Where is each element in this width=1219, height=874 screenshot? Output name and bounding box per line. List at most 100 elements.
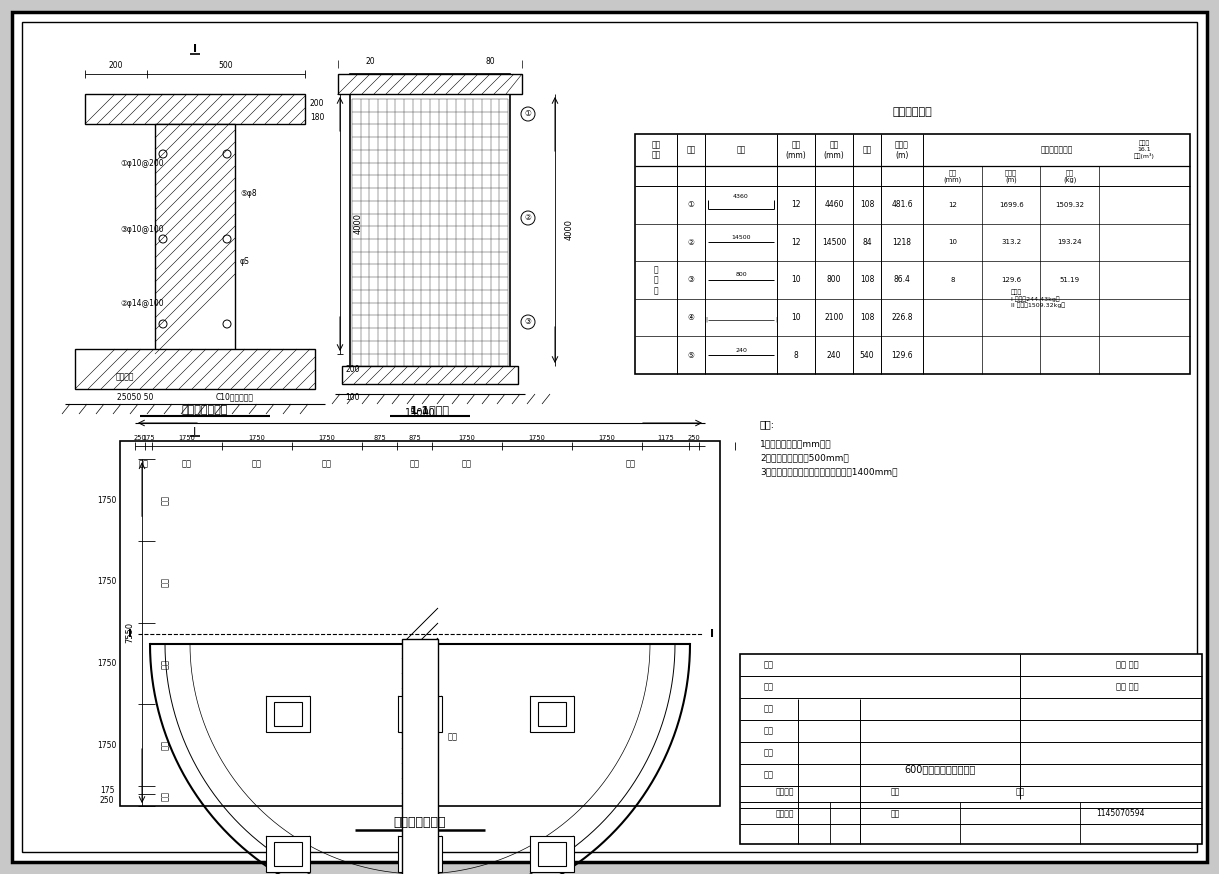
Text: ⑤: ⑤ (688, 350, 695, 360)
Text: φS: φS (240, 258, 250, 267)
Text: 各构件材料用量: 各构件材料用量 (1040, 145, 1073, 155)
Text: I: I (193, 44, 197, 54)
Text: 226.8: 226.8 (891, 313, 913, 323)
Text: 柱帽: 柱帽 (322, 460, 332, 468)
Text: 250: 250 (100, 795, 115, 805)
Text: 比例: 比例 (890, 787, 900, 796)
Text: ①: ① (688, 200, 695, 209)
Text: 12: 12 (791, 238, 801, 246)
Text: I: I (128, 629, 132, 639)
Text: 柱帽: 柱帽 (161, 740, 169, 750)
Text: 193.24: 193.24 (1058, 239, 1082, 246)
Text: 设计证号: 设计证号 (775, 809, 795, 818)
Bar (85, 94, 305, 124)
Bar (406, 842, 434, 866)
Text: 1750: 1750 (178, 435, 195, 441)
Text: 隔墙: 隔墙 (449, 732, 458, 741)
Text: 540: 540 (859, 350, 874, 360)
Text: 7550: 7550 (126, 622, 134, 643)
Text: 间距
(mm): 间距 (mm) (824, 141, 845, 160)
Text: 1750: 1750 (249, 435, 266, 441)
Text: 编号: 编号 (686, 145, 696, 155)
Text: 根数: 根数 (862, 145, 872, 155)
Text: 10: 10 (791, 275, 801, 285)
Text: 20: 20 (366, 58, 374, 66)
Text: 总长度
(m): 总长度 (m) (1006, 169, 1017, 183)
Text: 边缘: 边缘 (161, 495, 169, 505)
Text: 技施 设计: 技施 设计 (1115, 661, 1139, 669)
Text: |: | (775, 317, 777, 323)
Text: ③: ③ (524, 317, 531, 327)
Bar (397, 696, 442, 732)
Text: 审查: 审查 (764, 704, 774, 713)
Text: ③φ10@100: ③φ10@100 (119, 225, 163, 233)
Text: 875: 875 (373, 435, 386, 441)
Bar (274, 842, 302, 866)
Text: 100: 100 (345, 392, 360, 401)
Text: 1699.6: 1699.6 (998, 202, 1024, 208)
Text: 边缘: 边缘 (161, 791, 169, 801)
Text: 10: 10 (948, 239, 957, 246)
Text: 边缘: 边缘 (625, 460, 635, 468)
Text: 15000: 15000 (405, 408, 435, 418)
Text: 175: 175 (143, 435, 155, 441)
Text: 500: 500 (218, 61, 233, 71)
Text: 800: 800 (735, 273, 747, 278)
Text: 250: 250 (688, 435, 701, 441)
Text: 设计: 设计 (764, 748, 774, 758)
Bar (406, 702, 434, 726)
Bar (343, 366, 518, 384)
Text: 4360: 4360 (733, 194, 748, 199)
Text: I: I (194, 427, 196, 437)
Text: 3、允许最高地下水位在水池底板以上1400mm；: 3、允许最高地下水位在水池底板以上1400mm； (759, 468, 897, 476)
Text: 1750: 1750 (529, 435, 545, 441)
Text: 核定: 核定 (764, 661, 774, 669)
Bar (397, 836, 442, 872)
Text: 1509.32: 1509.32 (1056, 202, 1085, 208)
Text: ①φ10@200: ①φ10@200 (119, 159, 163, 169)
Text: 129.6: 129.6 (1001, 277, 1022, 283)
Bar (338, 74, 522, 94)
Text: 日期: 日期 (1015, 787, 1025, 796)
Text: 1750: 1750 (318, 435, 335, 441)
Bar (530, 696, 574, 732)
Text: 1750: 1750 (98, 741, 117, 750)
Text: 1750: 1750 (458, 435, 475, 441)
Text: 制图: 制图 (764, 771, 774, 780)
Text: 水工 部分: 水工 部分 (1115, 683, 1139, 691)
Text: |: | (705, 317, 707, 323)
Text: 51.19: 51.19 (1059, 277, 1080, 283)
Text: 80: 80 (485, 58, 495, 66)
Text: 8: 8 (794, 350, 798, 360)
Text: ②: ② (524, 213, 531, 223)
Bar (76, 349, 315, 389)
Text: 4460: 4460 (824, 200, 844, 209)
Text: 4000: 4000 (564, 219, 573, 240)
Text: 中帮: 中帮 (252, 460, 262, 468)
Text: 边缘: 边缘 (139, 460, 149, 468)
Text: 129.6: 129.6 (891, 350, 913, 360)
Text: 25050 50: 25050 50 (117, 392, 154, 401)
Text: 10: 10 (791, 313, 801, 323)
Text: ①: ① (524, 109, 531, 119)
Bar (155, 124, 235, 354)
Bar (119, 441, 720, 806)
Text: 108: 108 (859, 275, 874, 285)
Text: 1218: 1218 (892, 238, 912, 246)
Text: 略图: 略图 (736, 145, 746, 155)
Text: 1145070594: 1145070594 (1096, 809, 1145, 818)
Bar (530, 836, 574, 872)
Text: 12: 12 (791, 200, 801, 209)
Text: 84: 84 (862, 238, 872, 246)
Text: 中帮: 中帮 (161, 659, 169, 669)
Text: 友正单位: 友正单位 (775, 787, 795, 796)
Text: 1750: 1750 (98, 578, 117, 586)
Text: 柱帽: 柱帽 (161, 577, 169, 586)
Text: 240: 240 (826, 350, 841, 360)
Text: 重量
(kg): 重量 (kg) (1063, 169, 1076, 183)
Text: 总长度
(m): 总长度 (m) (895, 141, 909, 160)
Text: 14500: 14500 (822, 238, 846, 246)
Text: 中帮: 中帮 (410, 460, 419, 468)
Text: 481.6: 481.6 (891, 200, 913, 209)
Bar (538, 842, 566, 866)
